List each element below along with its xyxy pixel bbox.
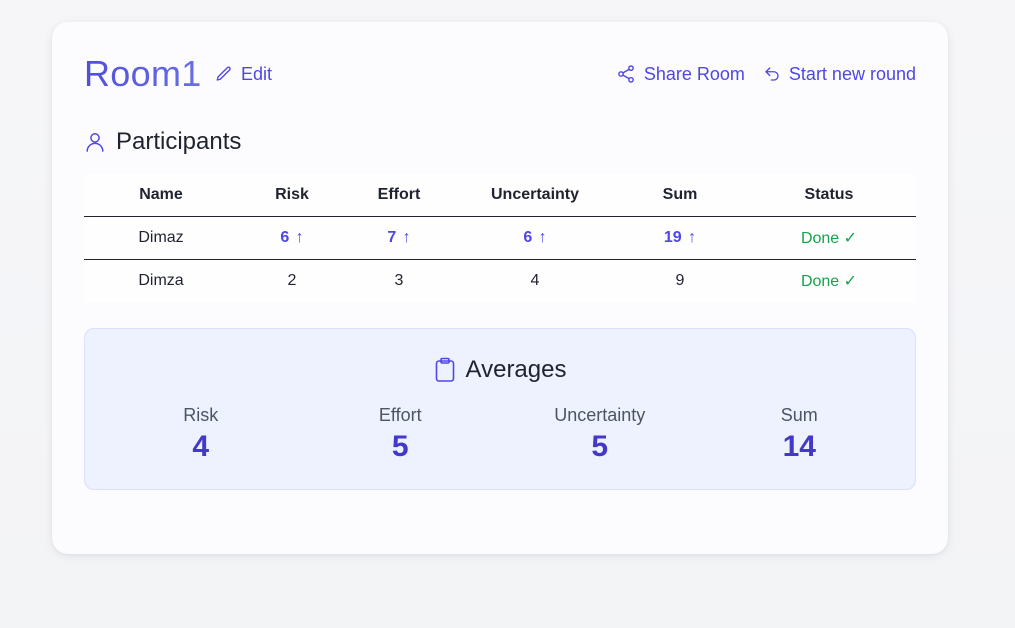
participants-heading: Participants [84, 128, 241, 156]
header-actions: Share Room Start new round [616, 62, 916, 86]
uncertainty-cell: 6 ↑ [452, 217, 618, 260]
edit-button[interactable]: Edit [215, 62, 272, 86]
column-header-effort: Effort [346, 174, 452, 217]
arrow-up-icon: ↑ [402, 229, 411, 246]
average-value: 14 [782, 430, 816, 463]
room-title: Room1 [84, 53, 202, 94]
status-cell: Done ✓ [800, 230, 858, 247]
participant-name: Dimaz [138, 229, 184, 246]
status-cell: Done ✓ [742, 259, 916, 302]
column-header-sum: Sum [618, 174, 742, 217]
participants-title: Participants [116, 128, 242, 155]
averages-heading: Averages [85, 355, 915, 385]
average-label: Uncertainty [554, 405, 646, 425]
clipboard-icon [434, 357, 456, 383]
column-header-risk: Risk [238, 174, 346, 217]
column-header-name: Name [84, 174, 238, 217]
arrow-up-icon: ↑ [688, 229, 697, 246]
edit-label: Edit [241, 64, 273, 84]
averages-grid: Risk 4 Effort 5 Uncertainty 5 Sum 14 [101, 403, 899, 467]
table-header-row: Name Risk Effort Uncertainty Sum Status [84, 174, 916, 217]
table-row: Dimaz 6 ↑ 7 ↑ 6 ↑ 19 ↑ Done ✓ [84, 217, 916, 260]
share-room-label: Share Room [643, 64, 745, 84]
effort-cell: 7 ↑ [346, 217, 452, 260]
average-effort: Effort 5 [301, 403, 501, 467]
uncertainty-cell: 4 [452, 259, 618, 302]
share-icon [616, 64, 636, 84]
effort-cell: 3 [346, 259, 452, 302]
averages-panel: Averages Risk 4 Effort 5 Uncertainty 5 S… [84, 328, 916, 490]
sum-cell: 9 [618, 259, 742, 302]
average-label: Effort [378, 405, 422, 425]
average-risk: Risk 4 [101, 403, 301, 467]
average-label: Risk [183, 405, 219, 425]
sum-cell: 19 ↑ [618, 217, 742, 260]
average-value: 5 [591, 430, 609, 463]
participant-name: Dimza [84, 259, 238, 302]
average-uncertainty: Uncertainty 5 [500, 403, 700, 467]
average-value: 4 [192, 430, 210, 463]
share-room-button[interactable]: Share Room [616, 62, 745, 86]
undo-icon [763, 65, 781, 83]
risk-cell: 2 [238, 259, 346, 302]
pencil-icon [215, 65, 233, 83]
average-sum: Sum 14 [700, 403, 900, 467]
risk-cell: 6 ↑ [238, 217, 346, 260]
column-header-status: Status [742, 174, 916, 217]
start-new-round-button[interactable]: Start new round [763, 62, 916, 86]
average-value: 5 [391, 430, 409, 463]
sum-value: 19 [663, 229, 682, 246]
average-label: Sum [780, 405, 818, 425]
column-header-uncertainty: Uncertainty [452, 174, 618, 217]
user-icon [84, 130, 106, 154]
averages-title: Averages [465, 356, 567, 383]
arrow-up-icon: ↑ [538, 229, 547, 246]
start-new-round-label: Start new round [788, 64, 916, 84]
participants-table: Name Risk Effort Uncertainty Sum Status … [84, 174, 916, 302]
risk-value: 6 [280, 229, 290, 246]
uncertainty-value: 6 [523, 229, 533, 246]
arrow-up-icon: ↑ [295, 229, 304, 246]
effort-value: 7 [387, 229, 397, 246]
room-card: Room1 Edit Share Room [52, 22, 948, 554]
table-row: Dimza 2 3 4 9 Done ✓ [84, 259, 916, 302]
